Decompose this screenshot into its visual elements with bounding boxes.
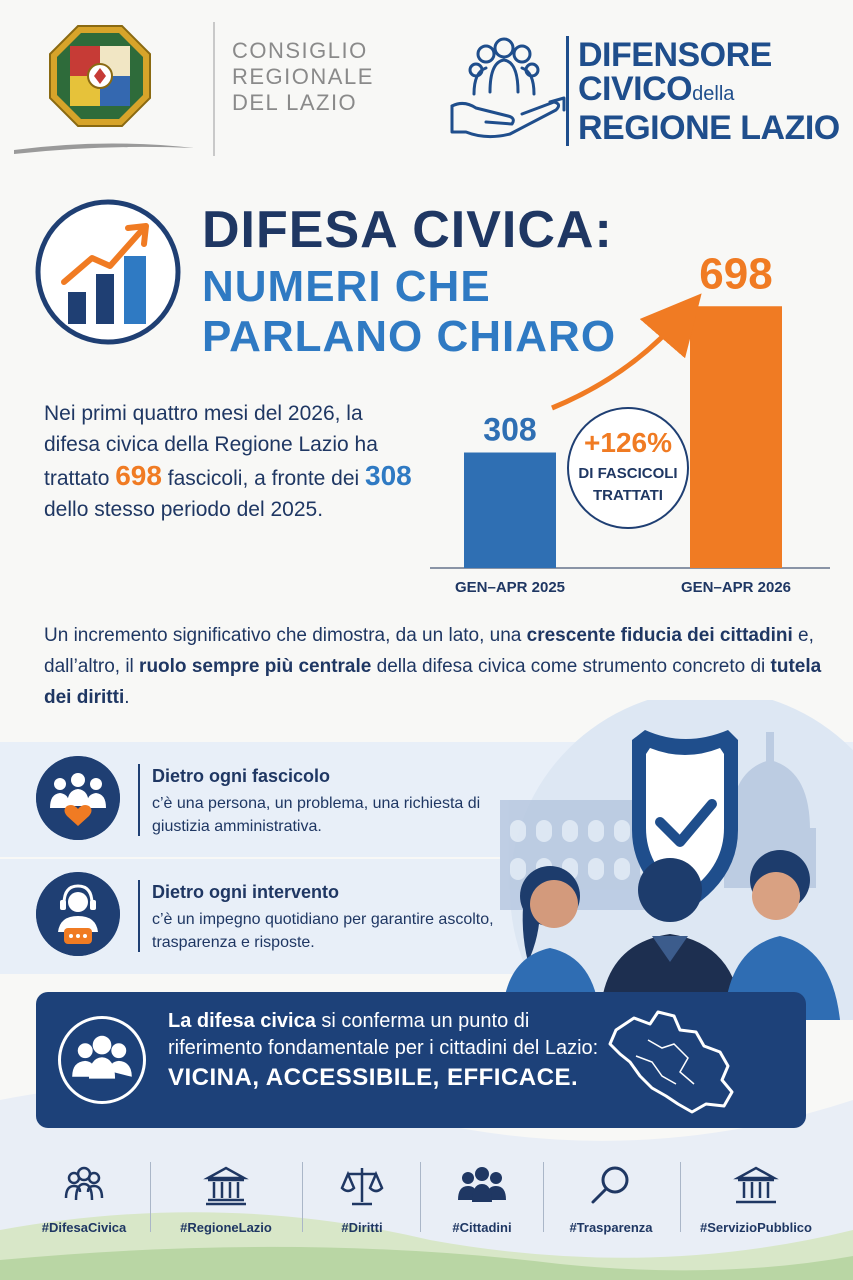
citizens-group-icon: [58, 1016, 146, 1104]
info-separator: [0, 857, 500, 859]
growth-chart-icon: [35, 199, 181, 345]
decorative-waves: [0, 1084, 853, 1280]
summary-bold: La difesa civica: [168, 1010, 316, 1032]
hashtag-serviziopubblico[interactable]: #ServizioPubblico: [686, 1158, 826, 1242]
institution-building-icon: [203, 1166, 249, 1206]
people-outline-icon: [64, 1166, 104, 1201]
conclusion-text: Un incremento significativo che dimostra…: [44, 620, 824, 713]
difensore-divider: [566, 36, 569, 146]
summary-banner: La difesa civica si conferma un punto di…: [36, 992, 806, 1128]
chart-category-label-2: GEN–APR 2026: [681, 579, 791, 596]
hashtag-diritti[interactable]: #Diritti: [292, 1158, 432, 1242]
info-bar: [138, 880, 140, 952]
footer-divider: [543, 1162, 544, 1232]
footer-hashtags: #DifesaCivica #RegioneLazio #Diritti: [0, 1158, 853, 1248]
growth-arrow: [551, 293, 702, 411]
hashtag-cittadini[interactable]: #Cittadini: [412, 1158, 552, 1242]
public-building-icon: [733, 1166, 779, 1204]
hashtag-trasparenza[interactable]: #Trasparenza: [541, 1158, 681, 1242]
summary-text: La difesa civica si conferma un punto di…: [168, 1008, 608, 1091]
regional-crest-icon: [49, 25, 151, 127]
lazio-map-icon: [608, 1010, 734, 1114]
growth-badge: [567, 407, 689, 529]
chart-bar-2: [690, 306, 782, 568]
group-icon: [458, 1167, 506, 1202]
hashtag-label: #Diritti: [341, 1220, 383, 1235]
consiglio-line-1: CONSIGLIO: [232, 38, 368, 63]
difensore-line-1: DIFENSORE: [578, 36, 772, 74]
footer-divider: [302, 1162, 303, 1232]
conclusion-b3: tutela dei diritti: [44, 656, 822, 708]
magnifier-icon: [591, 1166, 629, 1204]
info-title: Dietro ogni fascicolo: [152, 766, 331, 786]
hashtag-difesacivica[interactable]: #DifesaCivica: [14, 1158, 154, 1242]
footer-divider: [420, 1162, 421, 1232]
people-heart-icon: [36, 756, 120, 840]
page-title: DIFESA CIVICA:: [202, 201, 613, 259]
page-subtitle-line-1: NUMERI CHE: [202, 262, 491, 311]
conclusion-t4: .: [124, 687, 130, 708]
growth-caption-line-1: DI FASCICOLI: [578, 465, 677, 482]
consiglio-line-3: DEL LAZIO: [232, 90, 358, 115]
growth-caption-line-2: TRATTATI: [593, 487, 663, 504]
info-row-fascicolo: Dietro ogni fascicolo c’è una persona, u…: [36, 756, 516, 848]
fascicoli-bar-chart: 308 698 GEN–APR 2025 GEN–APR 2026 +126% DI…: [430, 256, 830, 596]
info-row-intervento: Dietro ogni intervento c’è un impegno qu…: [36, 872, 516, 964]
difensore-civico: CIVICO: [578, 70, 693, 108]
info-body: c’è un impegno quotidiano per garantire …: [152, 911, 494, 951]
conclusion-t1: Un incremento significativo che dimostra…: [44, 625, 527, 646]
people-in-hand-icon: [450, 37, 566, 139]
conclusion-b2: ruolo sempre più centrale: [139, 656, 372, 677]
page-subtitle-line-2: PARLANO CHIARO: [202, 312, 617, 361]
hashtag-regionelazio[interactable]: #RegioneLazio: [156, 1158, 296, 1242]
chart-value-label-2: 698: [699, 256, 772, 298]
info-title: Dietro ogni intervento: [152, 882, 340, 902]
consiglio-line-2: REGIONALE: [232, 64, 374, 89]
hashtag-label: #Trasparenza: [569, 1220, 653, 1235]
hashtag-label: #RegioneLazio: [180, 1220, 272, 1235]
hashtag-label: #ServizioPubblico: [700, 1220, 812, 1235]
chart-bar-1: [464, 452, 556, 568]
intro-part-3: dello stesso periodo del 2025.: [44, 498, 324, 521]
citizens-shield-illustration: [500, 700, 853, 1020]
conclusion-b1: crescente fiducia dei cittadini: [526, 625, 793, 646]
growth-percentage: +126%: [584, 427, 672, 458]
headset-operator-icon: [36, 872, 120, 956]
summary-motto: VICINA, ACCESSIBILE, EFFICACE.: [168, 1064, 579, 1091]
intro-text: Nei primi quattro mesi del 2026, la dife…: [44, 398, 424, 525]
chart-value-label-1: 308: [483, 412, 536, 448]
intro-part-2: fascicoli, a fronte dei: [161, 467, 366, 490]
intro-value-2026: 698: [115, 460, 162, 491]
intro-value-2025: 308: [365, 460, 412, 491]
summary-body: si conferma un punto di riferimento fond…: [168, 1010, 599, 1059]
scales-icon: [340, 1168, 384, 1206]
info-body: c’è una persona, un problema, una richie…: [152, 795, 481, 835]
crest-swoosh-icon: [14, 143, 194, 154]
header: CONSIGLIO REGIONALE DEL LAZIO DIFENSORE …: [0, 0, 853, 170]
consiglio-regionale-name: CONSIGLIO REGIONALE DEL LAZIO: [232, 38, 412, 116]
hashtag-label: #Cittadini: [452, 1220, 512, 1235]
footer-divider: [150, 1162, 151, 1232]
header-divider: [213, 22, 215, 156]
intro-part-1: Nei primi quattro mesi del 2026, la dife…: [44, 402, 378, 490]
conclusion-t3: della difesa civica come strumento concr…: [371, 656, 771, 677]
conclusion-t2: e, dall’altro, il: [44, 625, 814, 677]
footer-divider: [680, 1162, 681, 1232]
chart-category-label-1: GEN–APR 2025: [455, 579, 565, 596]
difensore-line-3: REGIONE LAZIO: [578, 109, 840, 147]
info-bar: [138, 764, 140, 836]
difensore-civico-name: DIFENSORE CIVICOdella REGIONE LAZIO: [578, 38, 853, 145]
hashtag-label: #DifesaCivica: [41, 1220, 127, 1235]
difensore-line-2: CIVICOdella: [578, 72, 853, 111]
difensore-della: della: [692, 83, 735, 105]
